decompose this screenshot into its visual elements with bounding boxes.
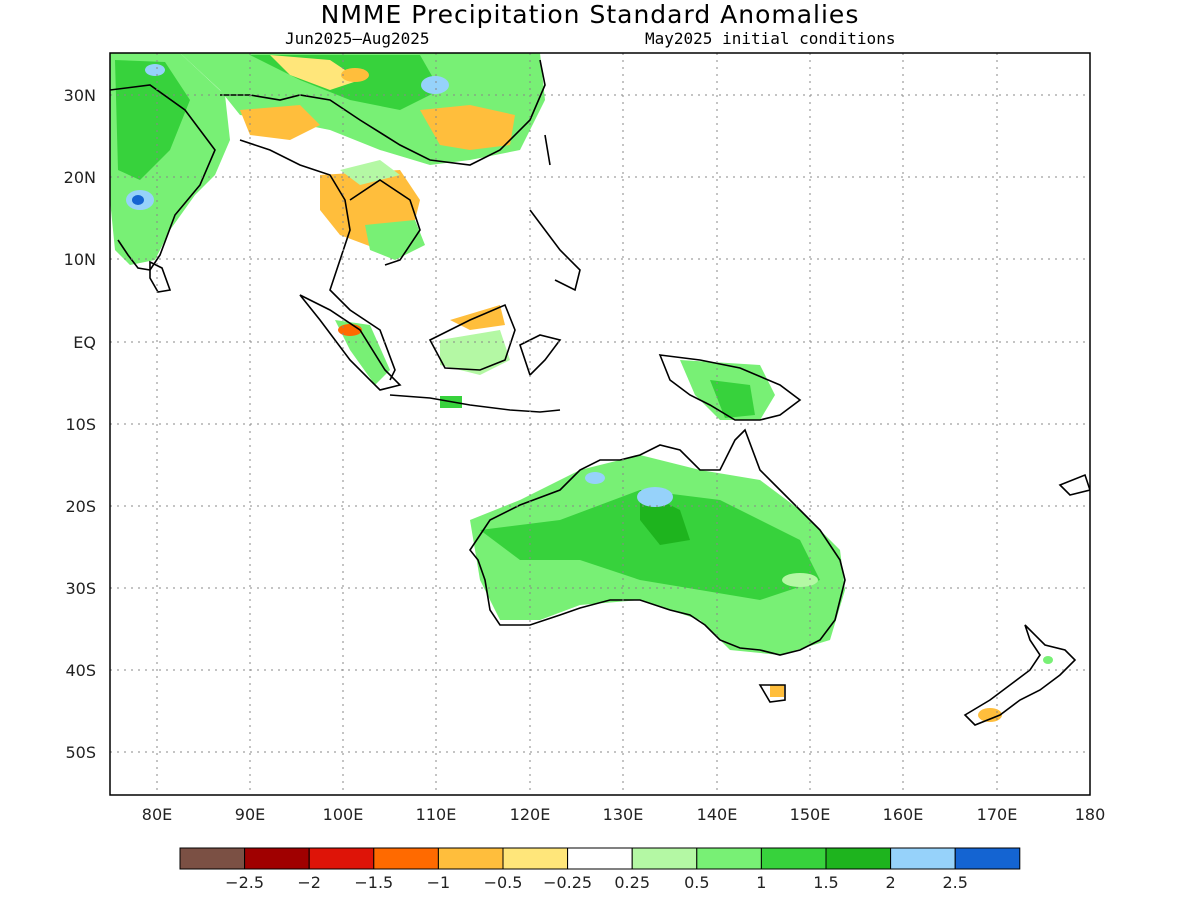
colorbar-label: −0.5	[484, 873, 523, 892]
lat-label: 20S	[65, 497, 96, 516]
colorbar-label: −1.5	[354, 873, 393, 892]
colorbar-swatch	[502, 847, 569, 870]
colorbar-label: 0.25	[614, 873, 650, 892]
colorbar-label: 0.5	[684, 873, 709, 892]
lat-label: 10N	[64, 250, 96, 269]
lat-label: 40S	[65, 661, 96, 680]
forecast-period: Jun2025–Aug2025	[285, 29, 430, 48]
colorbar-label: 1	[756, 873, 766, 892]
lon-label: 80E	[142, 805, 172, 824]
colorbar-swatch	[437, 847, 504, 870]
lat-label: 30S	[65, 579, 96, 598]
lat-label: 30N	[64, 86, 96, 105]
gridlines	[110, 53, 1090, 795]
colorbar-swatch	[696, 847, 762, 870]
colorbar-label: 2	[886, 873, 896, 892]
lat-label: 20N	[64, 168, 96, 187]
lon-label: 170E	[977, 805, 1018, 824]
colorbar-swatch	[890, 847, 956, 870]
lon-label: 90E	[235, 805, 265, 824]
lat-label: 10S	[65, 415, 96, 434]
colorbar-swatch	[567, 847, 633, 870]
colorbar-swatch	[631, 847, 698, 870]
colorbar-swatch	[244, 847, 310, 870]
longitude-labels: 80E 90E 100E 110E 120E 130E 140E 150E 16…	[142, 805, 1106, 824]
colorbar-swatch	[760, 847, 827, 870]
latitude-labels: 30N 20N 10N EQ 10S 20S 30S 40S 50S	[64, 86, 96, 762]
lon-label: 180	[1075, 805, 1106, 824]
lon-label: 130E	[603, 805, 644, 824]
colorbar-label: −2.5	[225, 873, 264, 892]
initial-conditions: May2025 initial conditions	[645, 29, 896, 48]
lon-label: 160E	[883, 805, 924, 824]
map-frame	[109, 52, 1091, 796]
colorbar-swatch	[179, 847, 246, 870]
lat-label: 50S	[65, 743, 96, 762]
colorbar-label: −0.25	[543, 873, 592, 892]
colorbar-label: −1	[427, 873, 451, 892]
colorbar-swatch	[954, 847, 1021, 870]
anomaly-fill-layer	[110, 53, 1053, 722]
colorbar-swatch	[373, 847, 439, 870]
colorbar-label: 1.5	[813, 873, 838, 892]
colorbar-swatch	[825, 847, 892, 870]
colorbar-label: 2.5	[942, 873, 967, 892]
lon-label: 120E	[510, 805, 551, 824]
map-title: NMME Precipitation Standard Anomalies	[320, 0, 860, 29]
lat-label: EQ	[73, 333, 96, 352]
lon-label: 150E	[790, 805, 831, 824]
colorbar-swatch	[308, 847, 375, 870]
lon-label: 140E	[697, 805, 738, 824]
lon-label: 110E	[416, 805, 457, 824]
lon-label: 100E	[323, 805, 364, 824]
coastline-layer	[110, 59, 1090, 726]
colorbar: −2.5 −2 −1.5 −1 −0.5 −0.25 0.25 0.5 1 1.5 2 2.5	[179, 847, 1021, 892]
colorbar-label: −2	[297, 873, 321, 892]
